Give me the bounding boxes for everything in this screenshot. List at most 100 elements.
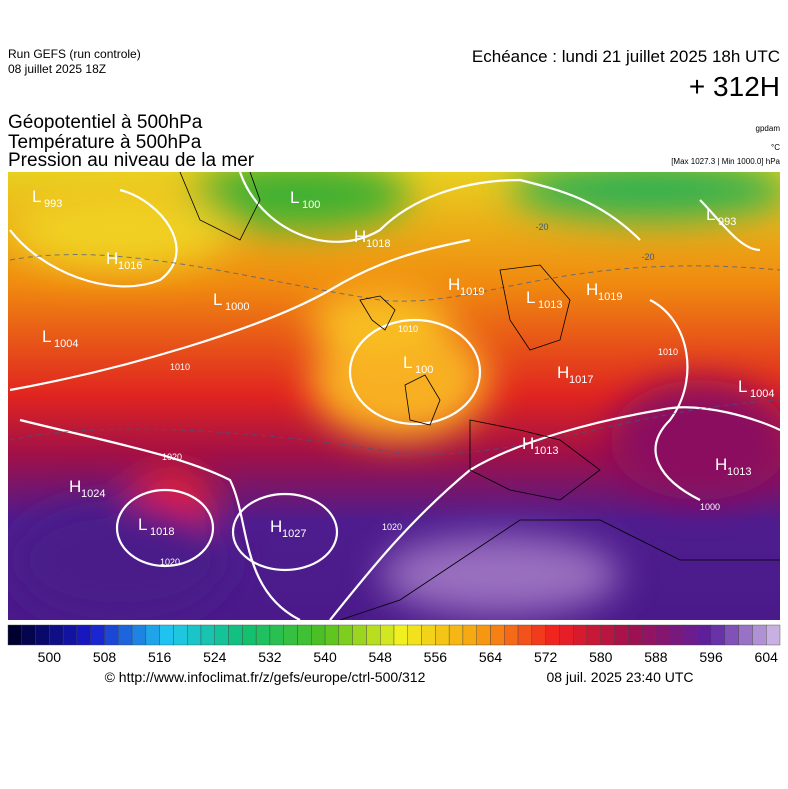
colorbar-swatch [393, 624, 408, 646]
colorbar-swatch [200, 624, 215, 646]
colorbar-tick-label: 524 [203, 649, 227, 665]
valid-time: Echéance : lundi 21 juillet 2025 18h UTC [472, 47, 780, 66]
pressure-value: 1018 [150, 526, 174, 538]
colorbar-swatch [324, 624, 340, 646]
contour-label: 1020 [160, 557, 180, 567]
source-url: © http://www.infoclimat.fr/z/gefs/europe… [105, 669, 426, 685]
contour-label: 1010 [170, 362, 190, 372]
unit: [Max 1027.3 | Min 1000.0] hPa [671, 157, 780, 166]
colorbar-swatch [752, 624, 767, 646]
colorbar-swatch [766, 624, 781, 646]
pressure-letter: H [354, 227, 366, 246]
colorbar-tick-label: 564 [479, 649, 503, 665]
colorbar-swatch [35, 624, 50, 646]
colorbar-swatch [435, 624, 450, 646]
colorbar-swatch [131, 624, 147, 646]
pressure-letter: H [270, 517, 282, 536]
colorbar-swatch [311, 624, 326, 646]
title: Température à 500hPa [8, 132, 202, 153]
colorbar-swatch [352, 624, 367, 646]
pressure-letter: L [706, 205, 715, 224]
colorbar-swatch [21, 624, 36, 646]
pressure-value: 1017 [569, 374, 593, 386]
colorbar-swatch [600, 624, 615, 646]
colorbar-swatch [462, 624, 477, 646]
pressure-value: 1019 [598, 291, 622, 303]
pressure-letter: L [738, 377, 747, 396]
colorbar-swatch [628, 624, 643, 646]
colorbar-swatch [407, 624, 422, 646]
colorbar-swatch [738, 624, 753, 646]
pressure-value: 1013 [538, 299, 562, 311]
colorbar-swatch [7, 624, 22, 646]
colorbar-tick-label: 556 [424, 649, 448, 665]
colorbar-swatch [159, 624, 174, 646]
pressure-value: 1016 [118, 260, 142, 272]
contour-label: -20 [535, 222, 548, 232]
pressure-letter: L [138, 515, 147, 534]
colorbar-tick-label: 500 [38, 649, 62, 665]
run-date: 08 juillet 2025 18Z [8, 62, 106, 76]
pressure-letter: L [290, 188, 299, 207]
colorbar-swatch [531, 624, 546, 646]
contour-label: 1000 [700, 502, 720, 512]
colorbar-tick-label: 588 [644, 649, 668, 665]
pressure-value: 1018 [366, 238, 390, 250]
pressure-letter: L [403, 353, 412, 372]
colorbar-swatch [338, 624, 353, 646]
colorbar-swatch [187, 624, 202, 646]
pressure-value: 1000 [225, 301, 249, 313]
colorbar-tick-label: 604 [755, 649, 779, 665]
pressure-value: 1004 [750, 388, 774, 400]
pressure-value: 1027 [282, 528, 306, 540]
colorbar-swatch [476, 624, 491, 646]
colorbar-swatch [490, 624, 505, 646]
colorbar-swatch [118, 624, 133, 646]
colorbar-swatch [586, 624, 601, 646]
colorbar-swatch [145, 624, 160, 646]
colorbar-swatch [269, 624, 284, 646]
pressure-value: 1019 [460, 286, 484, 298]
pressure-letter: H [715, 455, 727, 474]
colorbar-swatch [283, 624, 298, 646]
colorbar-swatch [448, 624, 464, 646]
contour-label: 1010 [658, 347, 678, 357]
colorbar-tick-label: 508 [93, 649, 117, 665]
colorbar-tick-label: 516 [148, 649, 172, 665]
colorbar: 500 508 516 524 532 540 548 556 564 572 580 588 596 6… [7, 624, 781, 665]
colorbar-swatch [62, 624, 78, 646]
pressure-value: 993 [718, 216, 736, 228]
colorbar-swatch [655, 624, 670, 646]
contour-label: -20 [641, 252, 654, 262]
colorbar-swatch [421, 624, 436, 646]
pressure-letter: L [526, 288, 535, 307]
pressure-value: 100 [302, 199, 320, 211]
colorbar-tick-label: 580 [589, 649, 613, 665]
colorbar-swatch [614, 624, 629, 646]
pressure-value: 100 [415, 364, 433, 376]
unit: °C [771, 143, 780, 152]
pressure-letter: L [32, 187, 41, 206]
pressure-value: 1004 [54, 338, 78, 350]
pressure-value: 1024 [81, 488, 105, 500]
pressure-letter: H [586, 280, 598, 299]
colorbar-tick-label: 548 [369, 649, 393, 665]
colorbar-swatch [104, 624, 119, 646]
timestamp: 08 juil. 2025 23:40 UTC [546, 669, 693, 685]
colorbar-swatch [90, 624, 105, 646]
colorbar-tick-label: 596 [699, 649, 723, 665]
colorbar-swatch [228, 624, 243, 646]
colorbar-swatch [214, 624, 229, 646]
colorbar-tick-label: 532 [258, 649, 282, 665]
pressure-letter: H [557, 363, 569, 382]
colorbar-swatch [573, 624, 588, 646]
colorbar-swatch [242, 624, 257, 646]
contour-label: 1010 [398, 324, 418, 334]
colorbar-swatch [669, 624, 684, 646]
colorbar-swatch [641, 624, 657, 646]
pressure-letter: H [522, 434, 534, 453]
pressure-letter: L [213, 290, 222, 309]
colorbar-swatch [517, 624, 533, 646]
map [8, 172, 780, 620]
